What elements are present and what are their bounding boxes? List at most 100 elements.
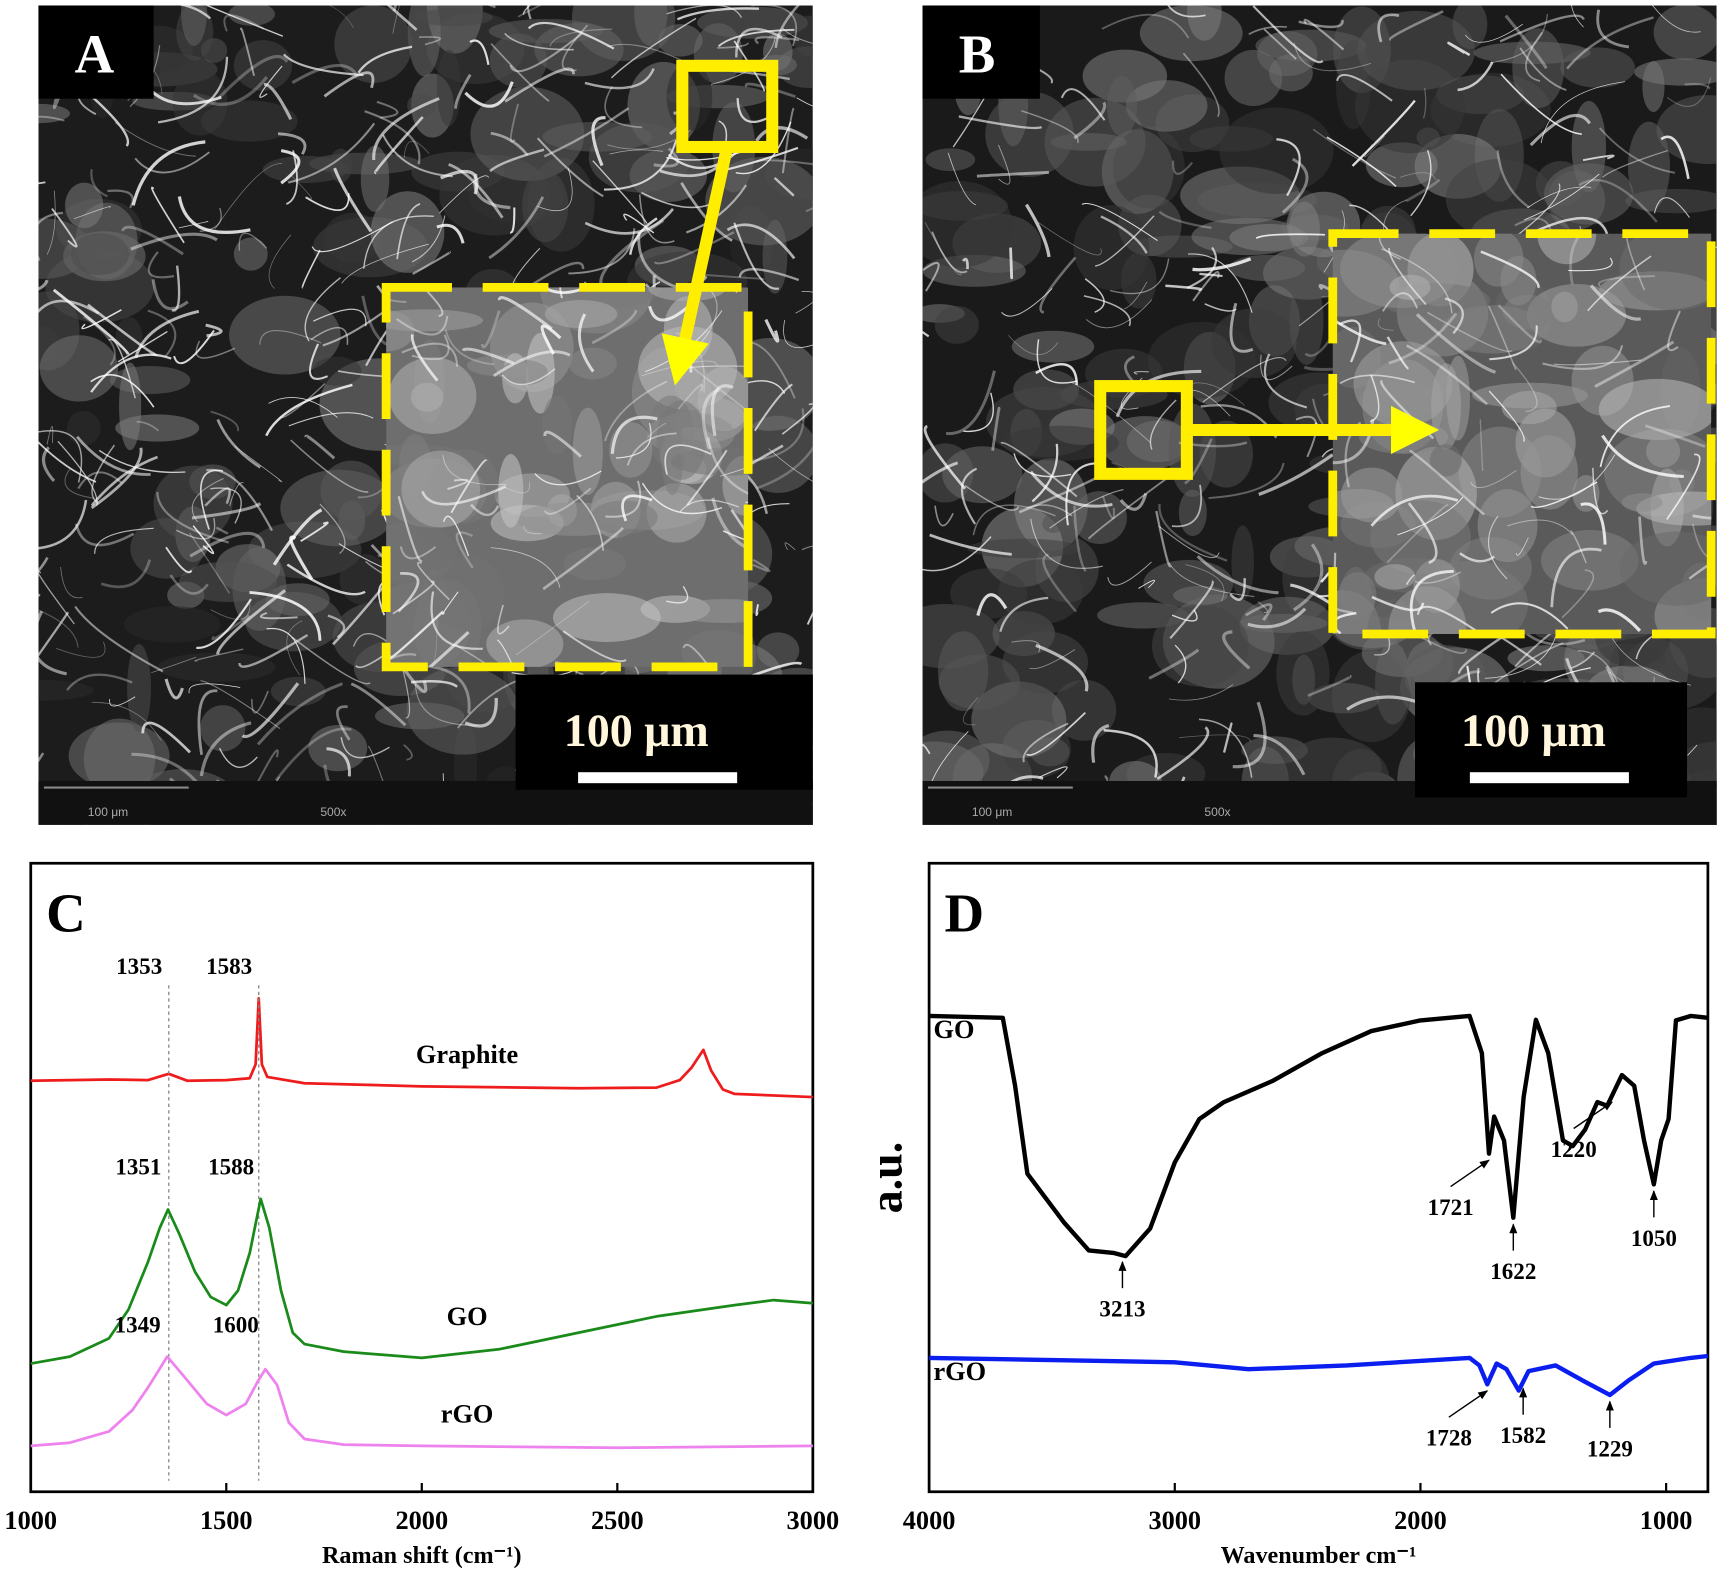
texture-fiber — [1307, 674, 1352, 697]
texture-fiber — [1489, 325, 1538, 361]
texture-fiber — [1001, 288, 1053, 317]
texture-blob — [1011, 330, 1095, 363]
texture-blob — [1512, 28, 1565, 109]
texture-fiber — [523, 525, 542, 535]
texture-fiber — [300, 521, 329, 542]
texture-fiber — [1039, 766, 1068, 779]
texture-fiber — [107, 189, 134, 209]
texture-fiber — [254, 749, 279, 788]
texture-fiber — [1107, 561, 1152, 586]
texture-fiber — [1021, 110, 1079, 144]
x-tick-label: 4000 — [903, 1506, 956, 1535]
texture-fiber — [74, 523, 135, 547]
texture-fiber — [131, 140, 206, 206]
peak-label: 1622 — [1490, 1258, 1536, 1284]
texture-fiber — [626, 432, 677, 466]
texture-fiber — [922, 261, 940, 292]
texture-fiber — [504, 481, 531, 494]
texture-fiber — [490, 547, 561, 588]
texture-fiber — [1601, 149, 1668, 178]
texture-fiber — [733, 222, 780, 290]
texture-fiber — [304, 277, 341, 342]
texture-fiber — [1524, 173, 1600, 221]
texture-blob — [681, 629, 749, 667]
texture-fiber — [1326, 136, 1397, 187]
texture-blob — [153, 465, 233, 542]
texture-blob — [1520, 435, 1578, 510]
texture-blob — [498, 454, 524, 528]
panel-letter: A — [75, 23, 115, 84]
texture-fiber — [266, 627, 306, 684]
texture-fiber — [283, 53, 364, 77]
texture-fiber — [1594, 340, 1675, 388]
texture-fiber — [752, 558, 771, 573]
texture-fiber — [1407, 502, 1438, 564]
texture-blob — [1229, 223, 1309, 252]
texture-fiber — [455, 531, 474, 569]
texture-fiber — [591, 116, 606, 167]
texture-fiber — [1252, 5, 1324, 64]
texture-blob — [1187, 5, 1222, 41]
texture-fiber — [774, 5, 800, 48]
zoom-arrow — [661, 150, 733, 386]
texture-fiber — [386, 653, 417, 663]
texture-fiber — [1382, 292, 1419, 312]
texture-fiber — [1257, 601, 1269, 614]
texture-fiber — [87, 303, 159, 357]
texture-fiber — [806, 611, 813, 625]
panel-letter: D — [944, 882, 984, 943]
texture-fiber — [217, 54, 289, 100]
texture-fiber — [1293, 543, 1324, 612]
texture-fiber — [1399, 172, 1436, 180]
texture-fiber — [1133, 371, 1149, 375]
texture-blob — [124, 606, 221, 643]
charts: C 1000 1500 2000 2500 3000 Raman shift (cm⁻¹) G… — [4, 861, 1710, 1569]
panel-a-overlay: A 100 μm 500x 100 μm — [38, 5, 813, 825]
texture-fiber — [340, 737, 390, 759]
texture-fiber — [141, 721, 191, 754]
texture-fiber — [1119, 492, 1148, 511]
texture-fiber — [38, 441, 97, 483]
texture-blob — [1125, 80, 1208, 132]
texture-fiber — [427, 630, 470, 667]
peak-label: 1600 — [213, 1312, 259, 1338]
texture-fiber — [194, 648, 244, 662]
texture-fiber — [488, 196, 545, 260]
texture-fiber — [1465, 23, 1524, 43]
x-tick-label: 1000 — [4, 1506, 57, 1535]
texture-fiber — [442, 455, 507, 486]
texture-fiber — [1192, 257, 1252, 272]
texture-fiber — [1167, 5, 1206, 18]
texture-fiber — [341, 243, 429, 284]
texture-fiber — [1479, 419, 1484, 471]
texture-fiber — [291, 636, 371, 685]
texture-fiber — [121, 225, 184, 256]
texture-fiber — [1148, 648, 1200, 680]
texture-blob — [127, 644, 152, 732]
y-axis-label: a.u. — [861, 1142, 912, 1214]
texture-fiber — [419, 36, 441, 46]
texture-fiber — [304, 434, 336, 460]
texture-fiber — [515, 601, 590, 656]
texture-fiber — [1570, 529, 1587, 564]
texture-fiber — [1036, 339, 1078, 384]
series-line — [30, 997, 813, 1099]
texture-fiber — [1081, 203, 1158, 242]
texture-fiber — [1244, 603, 1273, 622]
texture-fiber — [179, 5, 212, 20]
texture-fiber — [543, 107, 630, 158]
texture-fiber — [753, 383, 793, 432]
texture-fiber — [653, 231, 735, 265]
texture-fiber — [1086, 299, 1153, 329]
texture-fiber — [1204, 303, 1237, 312]
x-tick-label: 3000 — [787, 1506, 840, 1535]
texture-fiber — [395, 315, 449, 336]
scale-box — [515, 674, 813, 790]
texture-fiber — [1645, 424, 1706, 448]
texture-blob — [308, 725, 368, 772]
texture-blob — [985, 91, 1074, 177]
texture-fiber — [423, 664, 471, 714]
texture-blob — [329, 148, 353, 183]
texture-fiber — [1011, 640, 1041, 653]
